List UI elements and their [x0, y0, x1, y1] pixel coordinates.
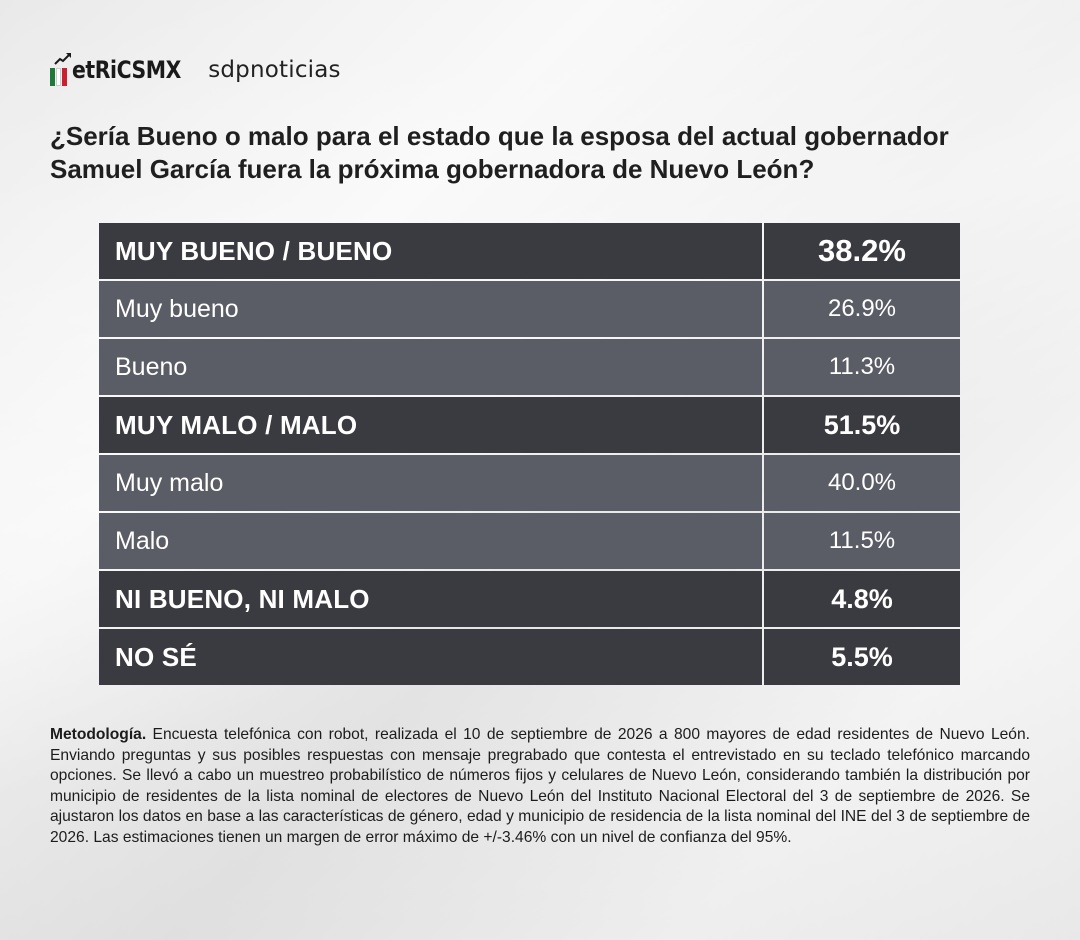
row-label: Malo [99, 513, 762, 569]
row-label: NO SÉ [99, 629, 762, 685]
table-row: NO SÉ 5.5% [99, 629, 960, 685]
metrics-logo-text: etRiCSMX [72, 56, 181, 84]
table-row: MUY MALO / MALO 51.5% [99, 397, 960, 453]
row-value: 40.0% [764, 455, 960, 511]
row-value: 4.8% [764, 571, 960, 627]
row-label: MUY MALO / MALO [99, 397, 762, 453]
row-value: 11.5% [764, 513, 960, 569]
results-table: MUY BUENO / BUENO 38.2% Muy bueno 26.9% Buen… [99, 223, 960, 685]
row-value: 26.9% [764, 281, 960, 337]
flag-green-bar [50, 68, 55, 86]
table-row: Muy malo 40.0% [99, 455, 960, 511]
row-value: 38.2% [764, 223, 960, 279]
survey-question: ¿Sería Bueno o malo para el estado que l… [50, 121, 949, 184]
row-label: Muy malo [99, 455, 762, 511]
metrics-logo-flag-icon [50, 53, 71, 86]
table-row: Bueno 11.3% [99, 339, 960, 395]
row-value: 11.3% [764, 339, 960, 395]
flag-red-bar [62, 68, 67, 86]
methodology-note: Metodología. Encuesta telefónica con rob… [50, 725, 1030, 848]
table-row: Muy bueno 26.9% [99, 281, 960, 337]
methodology-label: Metodología. [50, 726, 147, 743]
row-label: Muy bueno [99, 281, 762, 337]
row-value: 51.5% [764, 397, 960, 453]
row-label: NI BUENO, NI MALO [99, 571, 762, 627]
flag-white-bar [56, 68, 61, 86]
sdpnoticias-logo-text: sdpnoticias [208, 57, 341, 83]
table-row: MUY BUENO / BUENO 38.2% [99, 223, 960, 279]
table-row: Malo 11.5% [99, 513, 960, 569]
trend-arrow-icon [54, 53, 71, 65]
row-label: Bueno [99, 339, 762, 395]
header: etRiCSMX sdpnoticias [50, 50, 341, 90]
row-label: MUY BUENO / BUENO [99, 223, 762, 279]
table-row: NI BUENO, NI MALO 4.8% [99, 571, 960, 627]
methodology-text: Encuesta telefónica con robot, realizada… [50, 726, 1030, 846]
row-value: 5.5% [764, 629, 960, 685]
